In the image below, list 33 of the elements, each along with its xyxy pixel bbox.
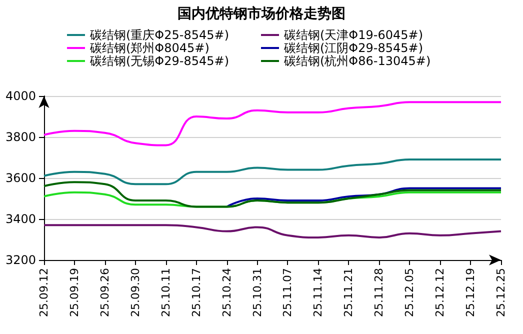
line-series <box>43 101 502 146</box>
legend-label: 碳结钢(江阴Φ29-8545#) <box>283 41 424 55</box>
y-tick-label: 3600 <box>5 171 36 185</box>
x-tick-label: 25.09.30 <box>128 268 142 317</box>
y-tick-label: 3400 <box>5 212 36 226</box>
line-series <box>226 187 502 208</box>
x-tick-label: 25.10.24 <box>220 268 234 317</box>
x-tick-label: 25.10.31 <box>250 268 264 317</box>
y-tick-label: 4000 <box>5 89 36 103</box>
legend-label: 碳结钢(天津Φ19-6045#) <box>283 28 424 42</box>
x-tick-label: 25.11.21 <box>342 268 356 317</box>
line-series <box>43 181 502 208</box>
line-series <box>43 158 502 186</box>
x-tick-label: 25.09.12 <box>38 268 50 317</box>
legend-label: 碳结钢(杭州Φ86-13045#) <box>283 54 431 68</box>
legend-label: 碳结钢(无锡Φ29-8545#) <box>89 54 230 68</box>
y-tick-label: 3200 <box>5 253 36 267</box>
legend-label: 碳结钢(郑州Φ8045#) <box>89 41 210 55</box>
x-tick-label: 25.12.12 <box>434 268 447 317</box>
y-tick-label: 3800 <box>5 130 36 144</box>
x-tick-label: 25.10.11 <box>159 268 172 317</box>
x-tick-label: 25.11.07 <box>281 268 294 317</box>
x-tick-label: 25.10.17 <box>190 268 203 317</box>
x-tick-label: 25.12.25 <box>494 268 508 317</box>
x-tick-label: 25.12.19 <box>464 268 478 317</box>
x-tick-label: 25.11.28 <box>372 268 386 317</box>
x-tick-label: 25.12.05 <box>403 268 416 317</box>
x-tick-label: 25.11.14 <box>312 268 325 317</box>
x-tick-label: 25.09.19 <box>68 268 81 317</box>
x-tick-label: 25.09.26 <box>98 268 112 317</box>
chart-title: 国内优特钢市场价格走势图 <box>178 5 346 22</box>
legend-label: 碳结钢(重庆Φ25-8545#) <box>89 28 230 42</box>
line-series <box>43 224 502 238</box>
